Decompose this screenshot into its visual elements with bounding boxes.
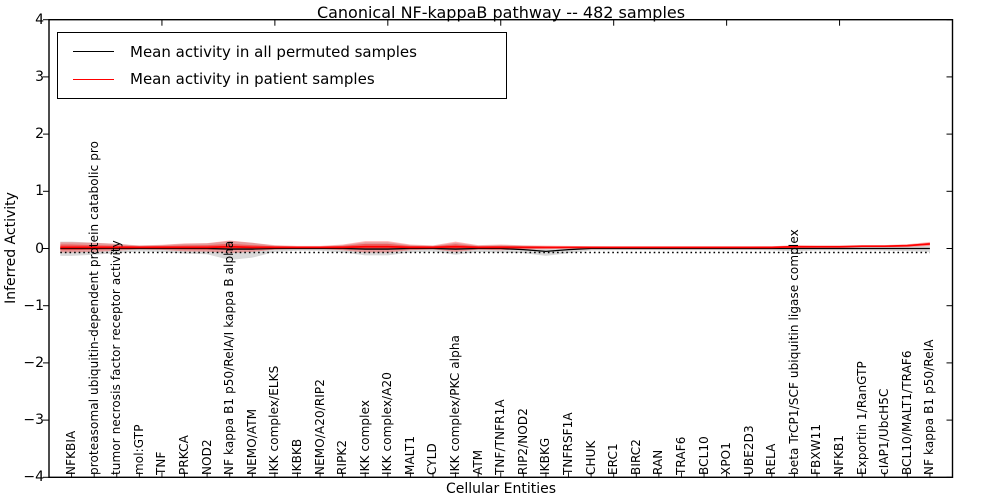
patient-mean-line	[60, 243, 930, 249]
entity-label: NFKBIA	[64, 430, 79, 475]
entity-label: Exportin 1/RanGTP	[854, 361, 869, 475]
permuted-band	[60, 241, 930, 260]
entity-label: FBXW11	[809, 423, 824, 475]
y-tick-label: −3	[23, 412, 44, 429]
entity-label: tumor necrosis factor receptor activity	[109, 240, 124, 475]
y-tick-label: 2	[35, 126, 44, 143]
entity-label: RAN	[651, 449, 666, 475]
entity-label: NFKB1	[832, 434, 847, 475]
chart-title: Canonical NF-kappaB pathway -- 482 sampl…	[316, 3, 686, 22]
legend-label-permuted: Mean activity in all permuted samples	[130, 42, 417, 61]
legend-label-patient: Mean activity in patient samples	[130, 70, 375, 89]
entity-label: BCL10	[696, 436, 711, 475]
entity-label: PRKCA	[177, 435, 192, 475]
entity-label: ERC1	[606, 443, 621, 475]
entity-label: NEMO/ATM	[244, 408, 259, 475]
entity-label: NOD2	[199, 439, 214, 475]
entity-label: BIRC2	[628, 438, 643, 475]
entity-label: CYLD	[425, 443, 440, 475]
entity-label: IKBKG	[538, 437, 553, 475]
entity-label: TNFRSF1A	[561, 412, 575, 475]
y-tick-label: −4	[23, 469, 44, 486]
entity-label: IKK complex/A20	[380, 372, 395, 475]
entity-label: IKK complex	[357, 399, 372, 475]
entity-label: NF kappa B1 p50/RelA	[922, 339, 937, 475]
y-tick-label: 1	[35, 183, 44, 200]
permuted-line-swatch	[73, 51, 114, 53]
entity-label: proteasomal ubiquitin-dependent protein …	[86, 140, 101, 475]
entity-label: TNF	[154, 451, 169, 475]
entity-label: IKBKB	[289, 438, 304, 475]
y-tick-label: 0	[35, 240, 44, 257]
patient-line-swatch	[73, 78, 114, 80]
entity-label: ATM	[470, 449, 485, 475]
entity-label: IKK complex/PKC alpha	[448, 335, 463, 475]
y-tick-label: 4	[35, 11, 44, 28]
entity-label: mol:GTP	[131, 424, 146, 475]
entity-label: TNF/TNFR1A	[493, 399, 508, 475]
entity-label: XPO1	[719, 442, 734, 475]
legend: Mean activity in all permuted samples Me…	[57, 32, 507, 99]
entity-label: RIP2/NOD2	[515, 408, 530, 475]
entity-label: IKK complex/ELKS	[267, 365, 282, 475]
entity-label: UBE2D3	[741, 425, 756, 475]
entity-label: cIAP1/UbcH5C	[877, 388, 892, 476]
entity-label: BCL10/MALT1/TRAF6	[899, 350, 914, 475]
entity-label: CHUK	[583, 440, 598, 475]
y-tick-label: 3	[35, 68, 44, 85]
entity-label: beta TrCP1/SCF ubiquitin ligase complex	[786, 229, 801, 475]
legend-row-permuted: Mean activity in all permuted samples	[58, 43, 506, 61]
legend-row-patient: Mean activity in patient samples	[58, 70, 506, 88]
permuted-mean-line	[60, 247, 930, 253]
entity-label: NF kappa B1 p50/RelA/I kappa B alpha	[222, 240, 237, 475]
entity-label: RELA	[764, 443, 779, 476]
entity-label: MALT1	[402, 435, 417, 475]
x-axis-label: Cellular Entities	[445, 481, 557, 497]
entity-label: NEMO/A20/RIP2	[312, 379, 327, 475]
entity-label: TRAF6	[673, 436, 688, 475]
entity-label: RIPK2	[335, 439, 350, 475]
y-tick-label: −2	[23, 354, 44, 371]
y-tick-label: −1	[23, 297, 44, 314]
